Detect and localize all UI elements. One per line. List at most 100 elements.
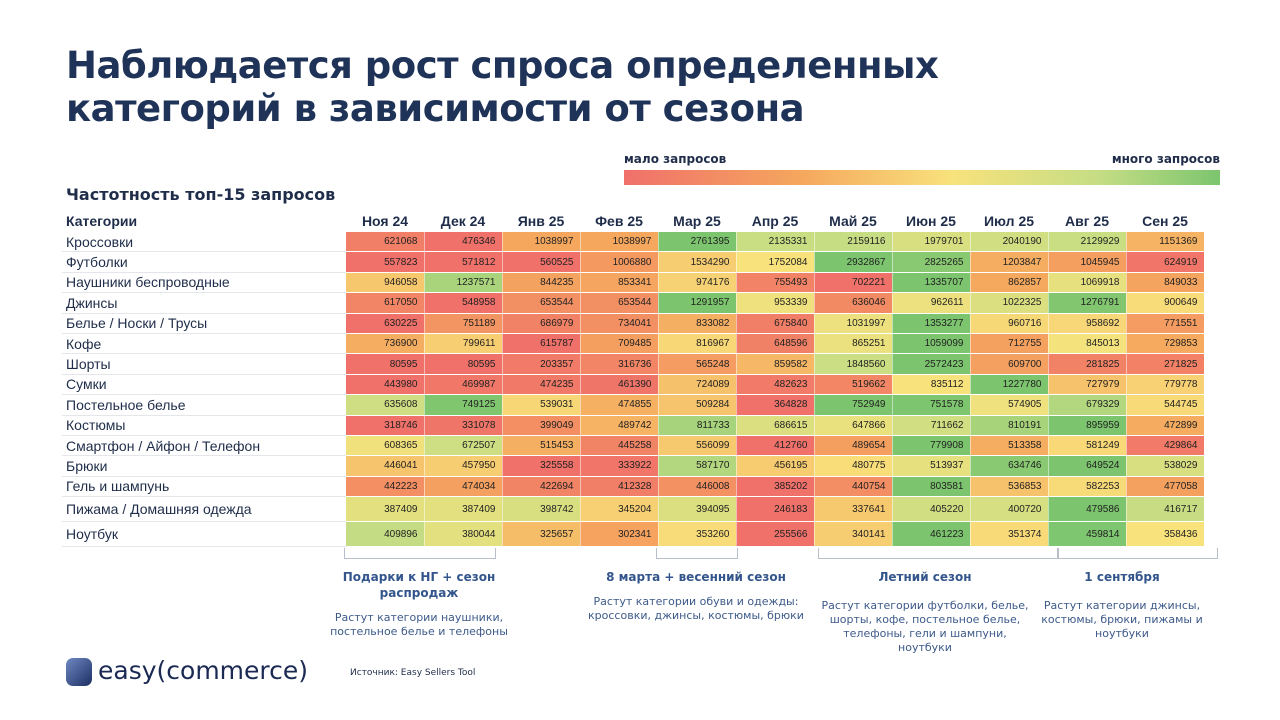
bracket-new-year	[344, 548, 496, 559]
heatmap-cell: 1203847	[970, 251, 1049, 273]
heatmap-cell: 380044	[424, 521, 503, 548]
heatmap-cell: 560525	[502, 251, 581, 273]
heatmap-cell: 653544	[580, 292, 659, 314]
heatmap-cell: 727979	[1048, 374, 1127, 396]
heatmap-cell: 2572423	[892, 353, 971, 375]
heatmap-cell: 387409	[424, 496, 503, 523]
heatmap-cell: 653544	[502, 292, 581, 314]
annotation-text: Растут категории футболки, белье, шорты,…	[821, 599, 1029, 654]
heatmap-row: Кофе 736900 799611 615787 709485 816967 648596…	[62, 333, 1205, 355]
heatmap-cell: 587170	[658, 455, 737, 477]
heatmap-cell: 440754	[814, 476, 893, 498]
heatmap-row: Белье / Носки / Трусы 630225 751189 686979 7…	[62, 313, 1205, 334]
heatmap-cell: 1752084	[736, 251, 815, 273]
legend-high-label: много запросов	[1111, 152, 1220, 166]
heatmap-cell: 686979	[502, 313, 581, 334]
logo-text: easy(commerce)	[98, 656, 309, 685]
heatmap-cell: 686615	[736, 415, 815, 436]
heatmap-cell: 1006880	[580, 251, 659, 273]
heatmap-cell: 635608	[346, 394, 425, 416]
heatmap-cell: 316736	[580, 353, 659, 375]
heatmap-cell: 394095	[658, 496, 737, 523]
heatmap-cell: 862857	[970, 272, 1049, 294]
heatmap-cell: 799611	[424, 333, 503, 355]
heatmap-cell: 672507	[424, 435, 503, 457]
heatmap-cell: 519662	[814, 374, 893, 396]
page-title: Наблюдается рост спроса определенных кат…	[66, 44, 1026, 130]
heatmap-cell: 255566	[736, 521, 815, 548]
heatmap-cell: 474855	[580, 394, 659, 416]
month-column-header: Апр 25	[751, 213, 799, 229]
heatmap-cell: 445258	[580, 435, 659, 457]
heatmap-cell: 477058	[1126, 476, 1205, 498]
heatmap-row: Пижама / Домашняя одежда 387409 387409 3987…	[62, 496, 1205, 523]
heatmap-row: Шорты 80595 80595 203357 316736 565248 859582 1…	[62, 353, 1205, 375]
category-label: Джинсы	[62, 292, 346, 314]
heatmap-cell: 461223	[892, 521, 971, 548]
heatmap-cell: 1069918	[1048, 272, 1127, 294]
heatmap-cell: 459814	[1048, 521, 1127, 548]
heatmap-cell: 853341	[580, 272, 659, 294]
heatmap-cell: 474235	[502, 374, 581, 396]
heatmap-cell: 472899	[1126, 415, 1205, 436]
heatmap-cell: 461390	[580, 374, 659, 396]
heatmap-cell: 337641	[814, 496, 893, 523]
heatmap-cell: 1237571	[424, 272, 503, 294]
heatmap-cell: 1291957	[658, 292, 737, 314]
heatmap-cell: 835112	[892, 374, 971, 396]
heatmap-cell: 1353277	[892, 313, 971, 334]
category-label: Футболки	[62, 251, 346, 273]
heatmap-cell: 751189	[424, 313, 503, 334]
heatmap-cell: 353260	[658, 521, 737, 548]
annotation-september: 1 сентября Растут категории джинсы, кост…	[1040, 569, 1204, 641]
heatmap-cell: 845013	[1048, 333, 1127, 355]
heatmap-row: Брюки 446041 457950 325558 333922 587170 45619…	[62, 455, 1205, 477]
heatmap-cell: 734041	[580, 313, 659, 334]
logo-mark-icon	[66, 658, 92, 686]
heatmap-cell: 565248	[658, 353, 737, 375]
heatmap-cell: 859582	[736, 353, 815, 375]
heatmap-row: Сумки 443980 469987 474235 461390 724089 48262…	[62, 374, 1205, 396]
heatmap-cell: 340141	[814, 521, 893, 548]
heatmap-cell: 515453	[502, 435, 581, 457]
heatmap-cell: 571812	[424, 251, 503, 273]
heatmap-cell: 416717	[1126, 496, 1205, 523]
annotation-summer: Летний сезон Растут категории футболки, …	[818, 569, 1032, 655]
heatmap-cell: 751578	[892, 394, 971, 416]
category-label: Кроссовки	[62, 232, 346, 253]
heatmap-cell: 539031	[502, 394, 581, 416]
category-label: Пижама / Домашняя одежда	[62, 496, 346, 523]
heatmap-cell: 80595	[424, 353, 503, 375]
heatmap-cell: 849033	[1126, 272, 1205, 294]
heatmap-cell: 2761395	[658, 232, 737, 253]
annotation-text: Растут категории обуви и одежды: кроссов…	[588, 595, 804, 622]
heatmap-cell: 479586	[1048, 496, 1127, 523]
category-label: Шорты	[62, 353, 346, 375]
category-label: Костюмы	[62, 415, 346, 436]
heatmap-cell: 2135331	[736, 232, 815, 253]
heatmap-cell: 581249	[1048, 435, 1127, 457]
heatmap-cell: 513358	[970, 435, 1049, 457]
heatmap-cell: 617050	[346, 292, 425, 314]
heatmap-cell: 2159116	[814, 232, 893, 253]
heatmap-cell: 816967	[658, 333, 737, 355]
heatmap-cell: 811733	[658, 415, 737, 436]
heatmap-row: Кроссовки 621068 476346 1038997 1038997 27613…	[62, 232, 1205, 253]
heatmap-cell: 1276791	[1048, 292, 1127, 314]
chart-title: Частотность топ-15 запросов	[66, 185, 336, 204]
heatmap-cell: 489742	[580, 415, 659, 436]
heatmap-cell: 513937	[892, 455, 971, 477]
category-label: Наушники беспроводные	[62, 272, 346, 294]
heatmap-cell: 574905	[970, 394, 1049, 416]
heatmap-cell: 624919	[1126, 251, 1205, 273]
heatmap-cell: 405220	[892, 496, 971, 523]
category-label: Сумки	[62, 374, 346, 396]
month-column-header: Дек 24	[440, 213, 486, 229]
heatmap-cell: 271825	[1126, 353, 1205, 375]
heatmap-cell: 548958	[424, 292, 503, 314]
heatmap-row: Постельное белье 635608 749125 539031 474855…	[62, 394, 1205, 416]
heatmap-row: Ноутбук 409896 380044 325657 302341 353260 255…	[62, 521, 1205, 548]
heatmap-cell: 649524	[1048, 455, 1127, 477]
heatmap-cell: 2129929	[1048, 232, 1127, 253]
heatmap-cell: 302341	[580, 521, 659, 548]
